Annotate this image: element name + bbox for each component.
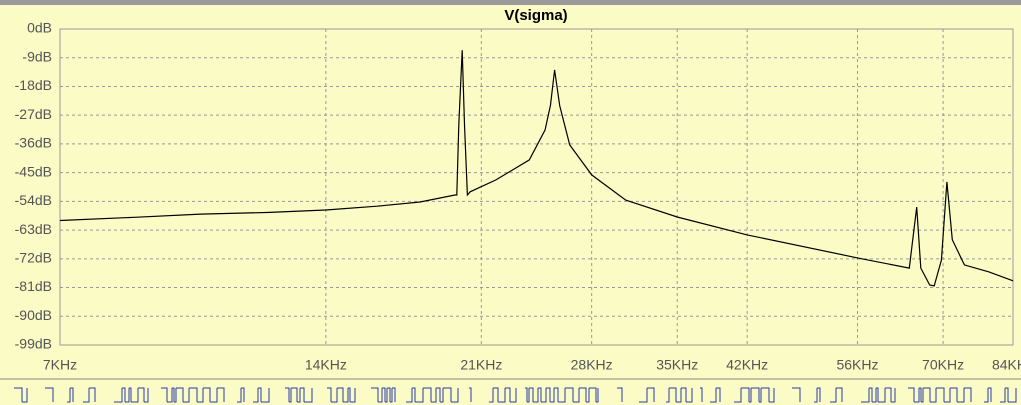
y-tick-label: -81dB [15, 278, 52, 294]
trace [59, 50, 1014, 287]
y-tick-label: -54dB [15, 192, 52, 208]
y-tick-label: -18dB [15, 77, 52, 93]
x-tick-label: 7KHz [43, 357, 77, 373]
y-tick-label: -63dB [15, 221, 52, 237]
y-tick-label: -99dB [15, 336, 52, 352]
y-tick-label: -90dB [15, 307, 52, 323]
y-tick-label: -45dB [15, 163, 52, 179]
x-tick-label: 84KHz [992, 357, 1021, 373]
y-tick-label: -9dB [22, 48, 52, 64]
y-tick-label: -36dB [15, 135, 52, 151]
y-tick-label: -72dB [15, 250, 52, 266]
x-tick-label: 21KHz [460, 357, 502, 373]
x-tick-label: 35KHz [656, 357, 698, 373]
x-tick-label: 14KHz [305, 357, 347, 373]
y-tick-label: 0dB [27, 20, 52, 36]
x-tick-label: 70KHz [922, 357, 964, 373]
x-tick-label: 28KHz [571, 357, 613, 373]
x-tick-label: 42KHz [726, 357, 768, 373]
x-tick-label: 56KHz [836, 357, 878, 373]
chart-title: V(sigma) [504, 7, 567, 24]
digital-trace [14, 387, 1017, 403]
y-tick-label: -27dB [15, 106, 52, 122]
digital-wave [14, 387, 1017, 403]
top-strip [0, 0, 1021, 5]
